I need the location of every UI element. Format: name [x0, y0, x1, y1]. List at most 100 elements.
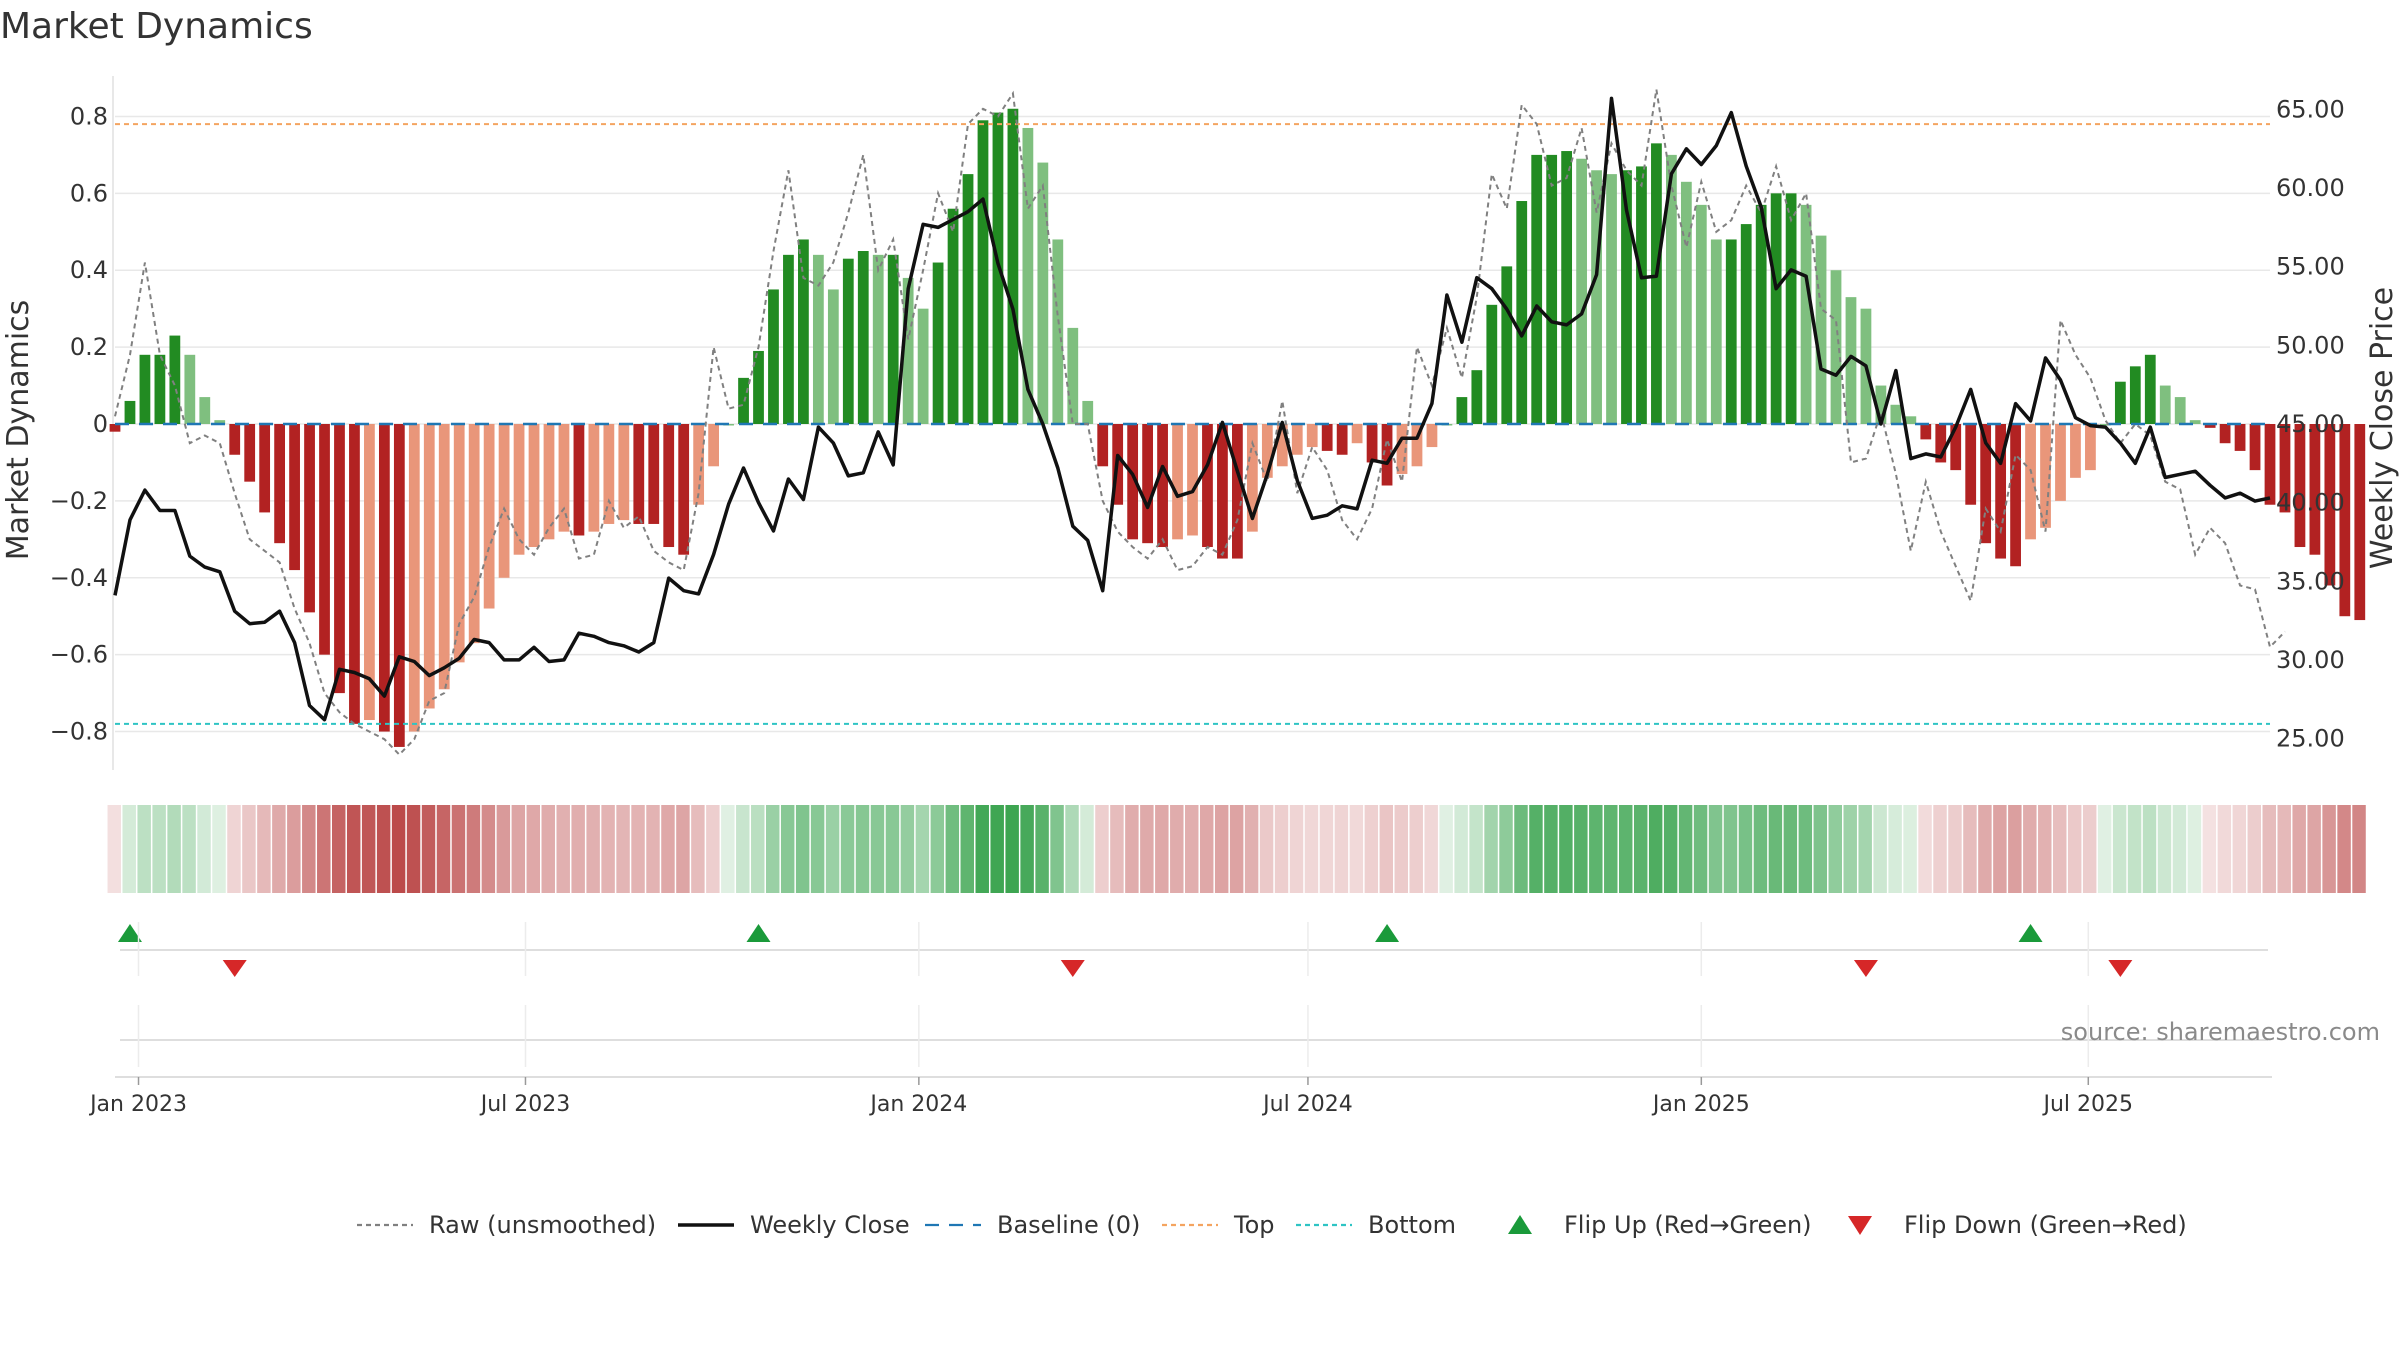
y2-tick-label: 35.00: [2276, 567, 2345, 595]
flip-down-marker: [2108, 960, 2133, 977]
heat-cell: [2322, 805, 2336, 893]
y-tick-label: 0.6: [70, 179, 108, 207]
market-dynamics-bars: [109, 108, 2366, 747]
heat-cell: [2157, 805, 2172, 893]
dynamics-bar: [274, 424, 286, 544]
heat-cell: [1319, 805, 1334, 893]
dynamics-bar: [618, 424, 630, 521]
dynamics-bar: [753, 350, 764, 424]
heat-cell: [1020, 805, 1034, 893]
reference-lines: [115, 123, 2270, 725]
dynamics-bar: [1172, 424, 1183, 540]
heat-cell: [2067, 805, 2082, 893]
dynamics-bar: [648, 424, 660, 524]
heat-cell: [1708, 805, 1723, 893]
heat-cell: [1514, 805, 1528, 893]
legend-label: Flip Down (Green→Red): [1904, 1211, 2187, 1239]
dynamics-bar: [827, 289, 839, 424]
heat-cell: [990, 805, 1004, 893]
dynamics-bar: [154, 354, 166, 424]
dynamics-bar: [2055, 424, 2066, 501]
dynamics-bar: [1232, 424, 1243, 559]
dynamics-bar: [2040, 424, 2051, 528]
x-tick-label: Jul 2023: [479, 1092, 571, 1117]
x-tick-label: Jul 2024: [1261, 1092, 1353, 1117]
flip-up-marker: [2018, 924, 2043, 942]
dynamics-bar: [1995, 424, 2007, 559]
heat-cell: [1648, 805, 1663, 893]
x-tick-label: Jan 2025: [1651, 1092, 1750, 1117]
dynamics-bar: [1127, 424, 1139, 540]
heat-cell: [780, 805, 795, 893]
dynamics-bar: [2099, 424, 2111, 426]
flip-down-marker: [1853, 960, 1878, 977]
dynamics-bar: [798, 239, 809, 424]
source-label: source: sharemaestro.com: [2061, 1018, 2380, 1046]
dynamics-bar: [2025, 424, 2036, 540]
dynamics-bar: [812, 254, 824, 424]
heat-cell: [915, 805, 930, 893]
heat-cell: [2352, 805, 2366, 893]
dynamics-bar: [364, 424, 375, 721]
dynamics-bar: [1067, 327, 1079, 424]
heat-cell: [1289, 805, 1304, 893]
dynamics-bar: [1636, 166, 1647, 424]
heat-cell: [2112, 805, 2127, 893]
heat-cell: [1918, 805, 1932, 893]
dynamics-bar: [1082, 400, 1094, 424]
heat-cell: [287, 805, 301, 893]
dynamics-bar: [1591, 170, 1602, 424]
heat-cell: [1738, 805, 1753, 893]
dynamics-bar: [663, 424, 675, 548]
date-axis: Jan 2023 Jul 2023 Jan 2024 Jul 2024 Jan 2025…: [88, 922, 2272, 1117]
heat-cell: [736, 805, 750, 893]
heat-cell: [152, 805, 166, 893]
heat-cell: [1693, 805, 1708, 893]
y-tick-label: 0: [93, 410, 108, 438]
dynamics-bar: [1202, 424, 1213, 548]
heat-cell: [1529, 805, 1543, 893]
y-tick-label: −0.6: [50, 641, 108, 669]
heat-cell: [2187, 805, 2202, 893]
dynamics-bar: [1291, 424, 1303, 455]
heat-cell: [272, 805, 286, 893]
legend-label: Raw (unsmoothed): [429, 1211, 656, 1239]
heat-cell: [1050, 805, 1064, 893]
dynamics-bar: [1695, 204, 1707, 424]
flip-up-marker: [746, 924, 771, 942]
heat-cell: [1619, 805, 1633, 893]
dynamics-bar: [1276, 424, 1288, 467]
heat-cell: [2307, 805, 2321, 893]
heat-cell: [1080, 805, 1094, 893]
heat-cell: [810, 805, 825, 893]
dynamics-bar: [1561, 151, 1573, 425]
heat-cell: [1753, 805, 1768, 893]
heat-cell: [751, 805, 765, 893]
legend-label: Weekly Close: [750, 1211, 910, 1239]
dynamics-bar: [1052, 239, 1064, 424]
left-axis-label: Market Dynamics: [1, 300, 36, 561]
dynamics-bar: [2324, 424, 2336, 586]
heat-cell: [1454, 805, 1468, 893]
dynamics-bar: [289, 424, 300, 571]
dynamics-bar: [1621, 170, 1632, 424]
dynamics-bar: [1501, 266, 1513, 424]
dynamics-bar: [857, 251, 869, 424]
heat-cell: [616, 805, 630, 893]
dynamics-bar: [1920, 424, 1932, 440]
dynamics-bar: [498, 424, 510, 578]
heat-cell: [556, 805, 570, 893]
dynamics-bar: [2114, 381, 2126, 424]
heat-cell: [1574, 805, 1588, 893]
heat-cell: [1663, 805, 1678, 893]
heat-cell: [631, 805, 645, 893]
heat-cell: [1394, 805, 1408, 893]
heat-cell: [1379, 805, 1394, 893]
heat-cell: [227, 805, 241, 893]
heat-cell: [1364, 805, 1379, 893]
legend-swatch: [1508, 1215, 1532, 1234]
dynamics-bar: [483, 424, 495, 609]
heat-cell: [2337, 805, 2351, 893]
dynamics-bar: [768, 289, 779, 424]
